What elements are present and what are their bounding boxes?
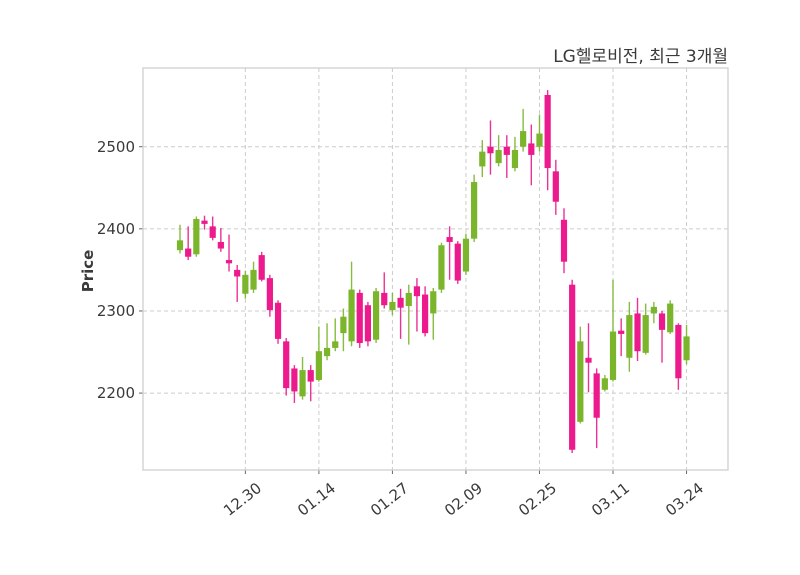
candle-down <box>217 241 224 249</box>
candle-down <box>364 305 372 342</box>
candle-up <box>462 238 470 272</box>
candle-up <box>667 303 674 333</box>
candle-up <box>299 370 306 397</box>
candle-up <box>193 218 200 255</box>
candle-down <box>413 286 421 297</box>
candle-down <box>209 226 216 238</box>
candle-down <box>487 146 494 154</box>
candle-up <box>332 341 339 348</box>
candle-down <box>552 171 559 202</box>
chart-title: LG헬로비전, 최근 3개월 <box>553 47 728 67</box>
candle-up <box>323 347 331 357</box>
candle-down <box>356 292 363 343</box>
candle-down <box>634 313 641 352</box>
candle-up <box>348 289 355 342</box>
candle-up <box>250 269 257 290</box>
candle-down <box>381 292 388 306</box>
candle-down <box>446 237 453 242</box>
candle-down <box>569 284 576 450</box>
candle-down <box>225 260 233 264</box>
candle-up <box>479 151 486 167</box>
candle-down <box>544 94 551 169</box>
candle-down <box>560 219 568 262</box>
candle-up <box>650 306 657 314</box>
candle-down <box>185 248 192 257</box>
candle-down <box>422 294 429 334</box>
candle-down <box>234 269 241 277</box>
candle-down <box>258 255 265 280</box>
plot-frame <box>142 67 729 471</box>
candle-down <box>593 373 600 418</box>
candle-down <box>658 313 666 330</box>
candle-down <box>266 278 273 311</box>
candle-down <box>528 143 535 155</box>
candle-up <box>372 291 380 340</box>
candle-up <box>511 149 519 169</box>
candle-down <box>283 341 290 389</box>
y-tick-label: 2300 <box>96 301 135 320</box>
candle-up <box>438 245 445 290</box>
candle-up <box>176 240 184 251</box>
candle-down <box>397 297 404 308</box>
candle-down <box>291 368 298 392</box>
candle-down <box>307 370 314 382</box>
candle-up <box>609 331 617 380</box>
y-axis-label: Price <box>79 249 97 293</box>
candle-up <box>430 291 437 314</box>
candle-down <box>201 220 208 224</box>
candle-up <box>642 315 649 353</box>
y-tick-label: 2500 <box>96 137 135 156</box>
candle-down <box>675 324 682 379</box>
y-tick-label: 2200 <box>96 384 135 403</box>
candle-down <box>503 146 510 155</box>
candle-up <box>340 316 347 334</box>
candle-up <box>626 315 633 358</box>
candle-down <box>274 302 282 339</box>
candle-down <box>618 330 625 334</box>
y-tick-label: 2400 <box>96 219 135 238</box>
candle-down <box>454 243 461 281</box>
candle-down <box>585 357 592 363</box>
candle-up <box>520 131 527 147</box>
candle-up <box>577 341 584 422</box>
candle-up <box>242 274 249 294</box>
candle-up <box>683 336 690 361</box>
candle-up <box>389 301 396 311</box>
candle-up <box>315 351 322 380</box>
candle-up <box>471 182 478 239</box>
candle-up <box>536 133 543 147</box>
candle-up <box>495 149 502 164</box>
candle-up <box>601 378 608 390</box>
candle-up <box>405 292 412 307</box>
